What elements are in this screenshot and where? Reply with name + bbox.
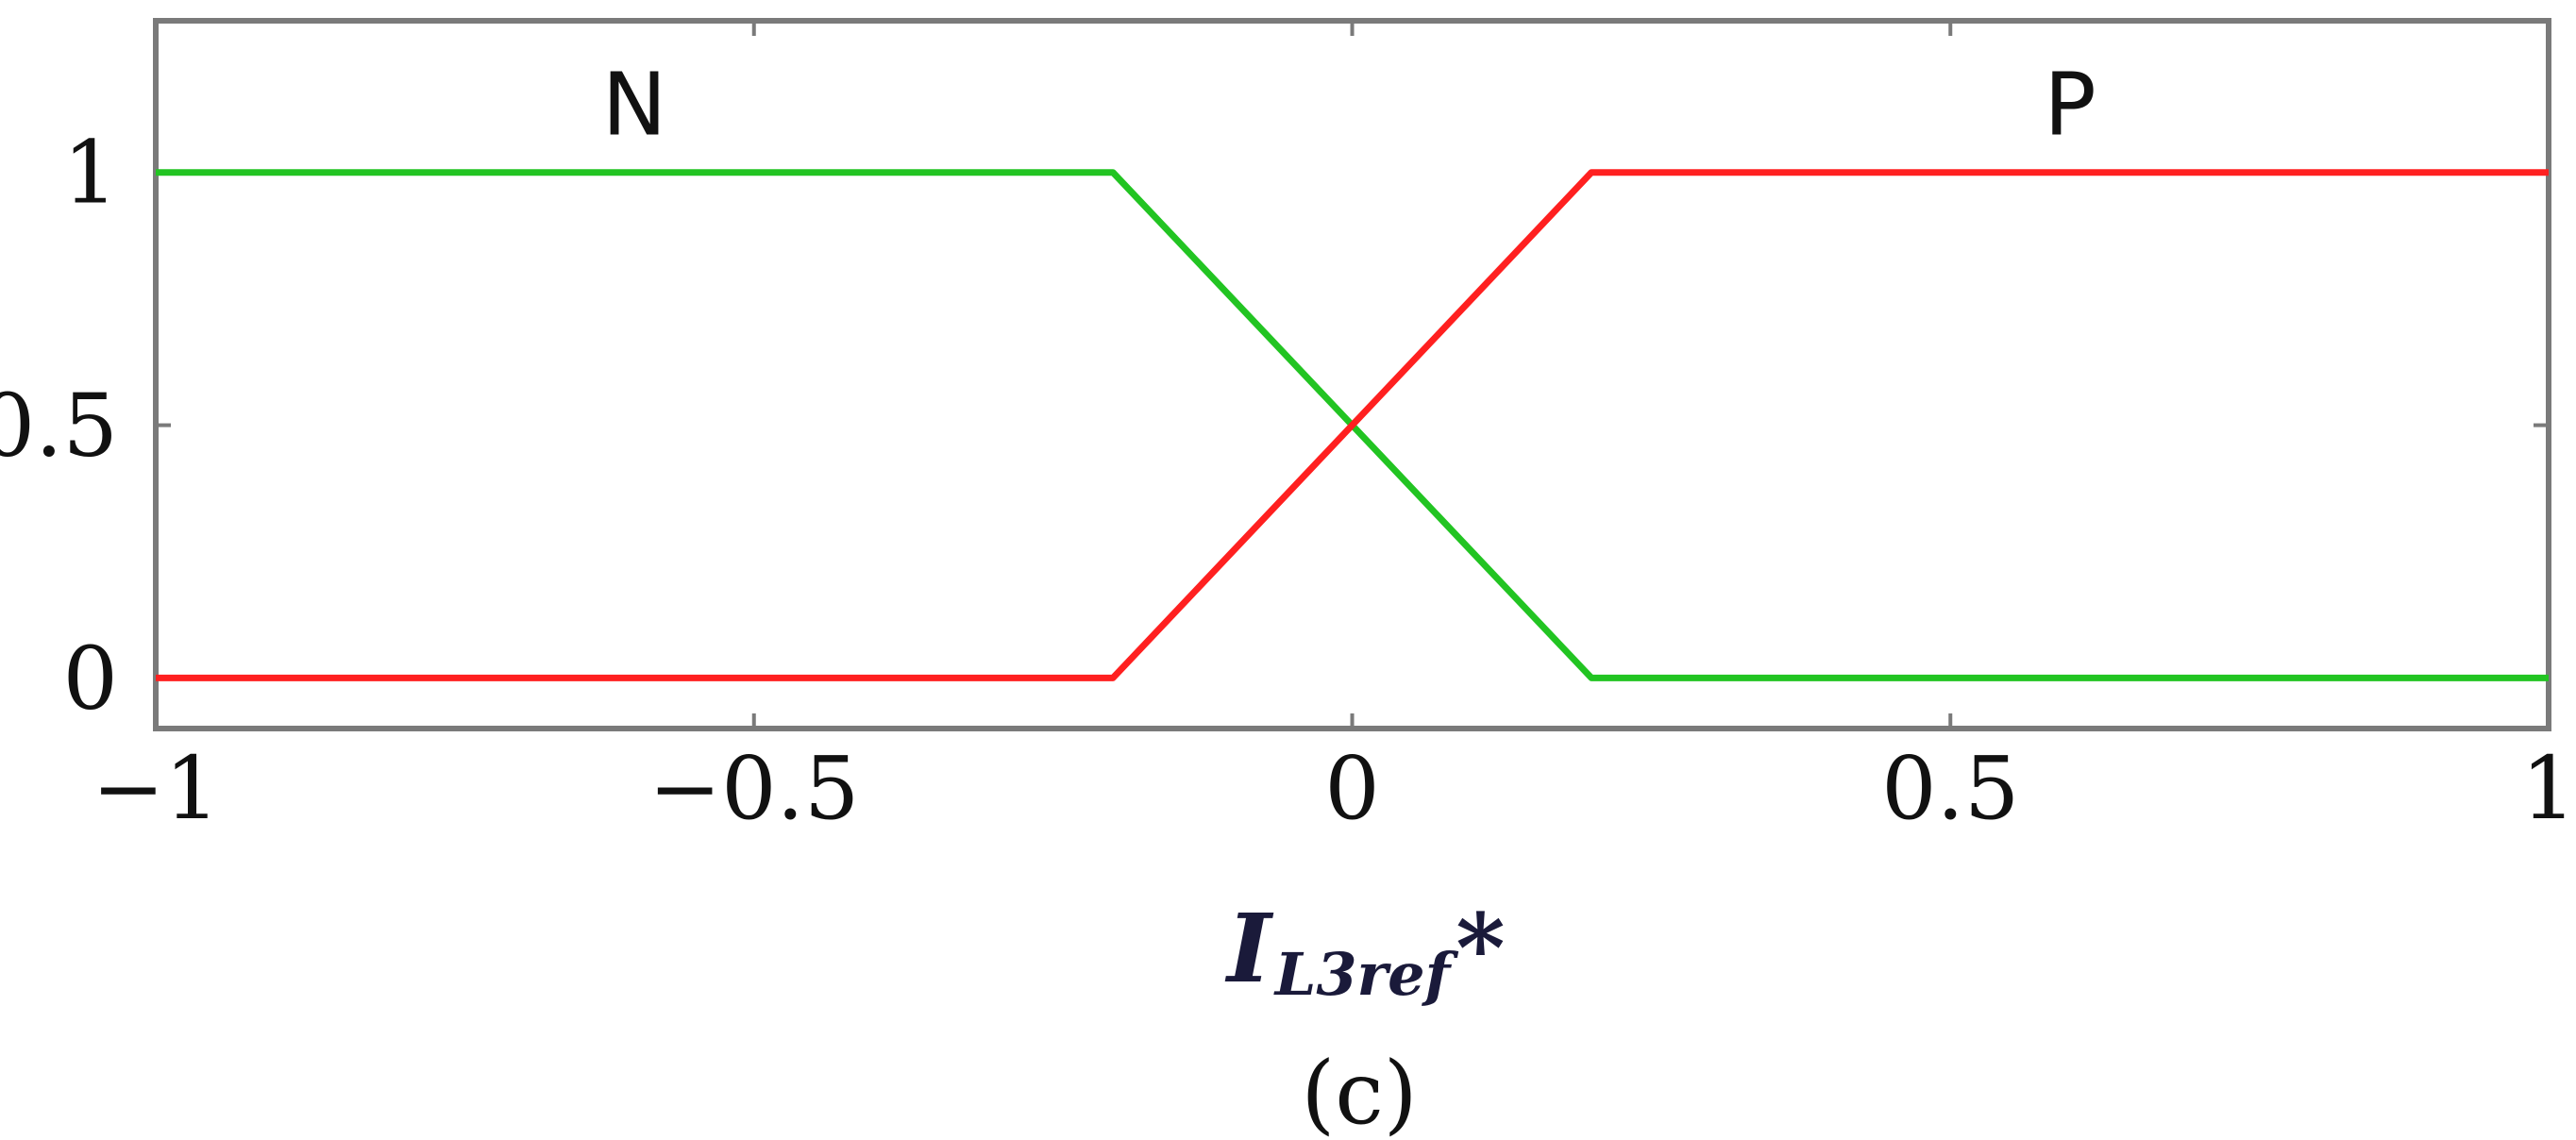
figure-caption: (c) — [1301, 1043, 1417, 1140]
x-axis-label-main: I — [1224, 893, 1274, 1004]
x-tick-label: −0.5 — [648, 738, 859, 839]
x-axis-label: IL3ref* — [1224, 893, 1506, 1009]
y-tick-label: 1 — [62, 123, 118, 224]
plot-frame — [153, 18, 2551, 731]
x-axis-label-suffix: * — [1456, 893, 1505, 1004]
series-lines — [156, 169, 2549, 681]
x-tick-label: −1 — [92, 738, 220, 839]
y-tick-label: 0 — [62, 628, 118, 729]
x-tick-label: 1 — [2521, 738, 2576, 839]
series-label-n: N — [602, 55, 667, 156]
y-tick-labels: 00.51 — [0, 123, 118, 729]
series-label-p: P — [2044, 55, 2096, 156]
x-axis-label-subscript: L3ref — [1273, 940, 1459, 1009]
y-tick-label: 0.5 — [0, 376, 118, 477]
axis-ticks — [154, 21, 2551, 729]
x-tick-label: 0 — [1324, 738, 1380, 839]
series-line-p — [156, 169, 2549, 681]
x-tick-label: 0.5 — [1881, 738, 2019, 839]
x-tick-labels: −1 −0.5 0 0.5 1 — [92, 738, 2576, 839]
